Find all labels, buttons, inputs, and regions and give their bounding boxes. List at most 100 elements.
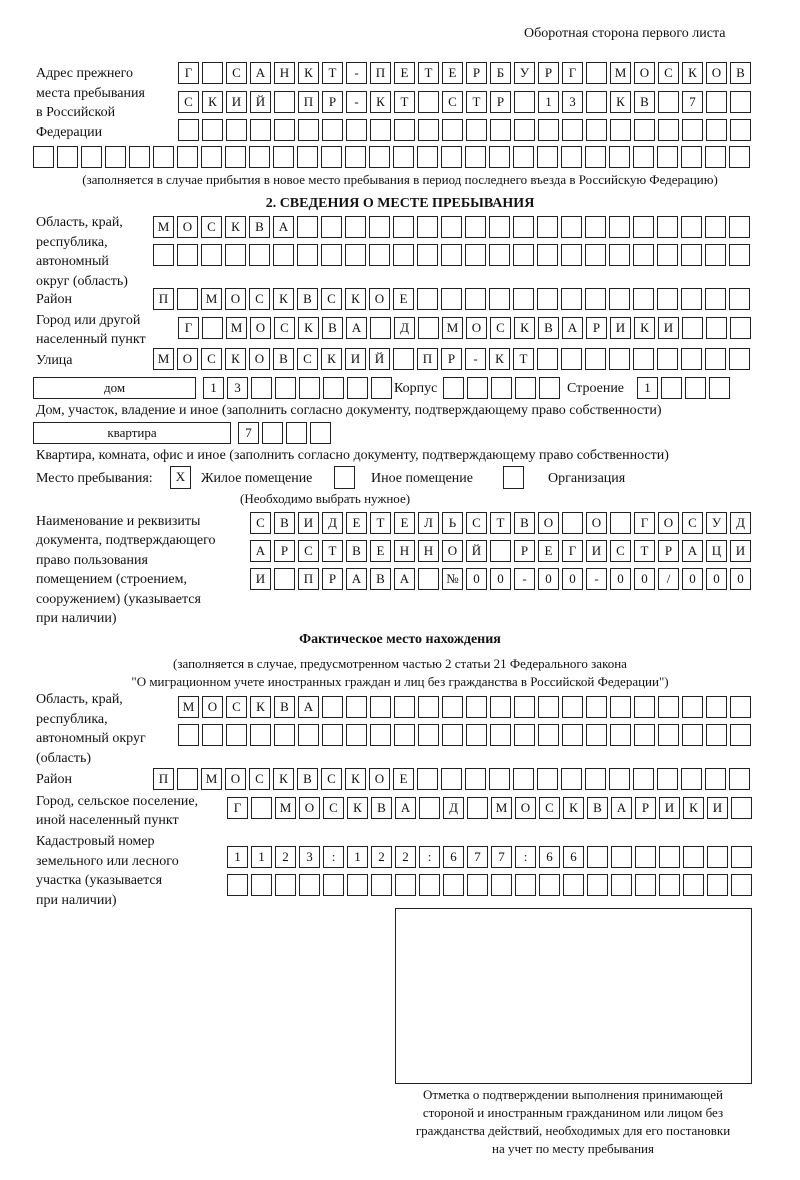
char-cell[interactable]: Т <box>634 540 655 562</box>
char-cell[interactable] <box>394 724 415 746</box>
char-cell[interactable] <box>513 216 534 238</box>
char-cell[interactable]: Т <box>370 512 391 534</box>
char-cell[interactable] <box>561 288 582 310</box>
char-cell[interactable] <box>585 244 606 266</box>
char-cell[interactable]: М <box>178 696 199 718</box>
char-cell[interactable] <box>586 724 607 746</box>
char-cell[interactable]: П <box>417 348 438 370</box>
char-cell[interactable] <box>419 874 440 896</box>
char-cell[interactable] <box>467 874 488 896</box>
char-cell[interactable] <box>225 146 246 168</box>
char-cell[interactable]: Р <box>322 568 343 590</box>
char-cell[interactable] <box>490 119 511 141</box>
char-cell[interactable]: А <box>682 540 703 562</box>
char-cell[interactable] <box>443 377 464 399</box>
char-cell[interactable] <box>321 244 342 266</box>
char-cell[interactable]: 1 <box>227 846 248 868</box>
char-cell[interactable] <box>585 216 606 238</box>
char-cell[interactable] <box>442 696 463 718</box>
char-cell[interactable] <box>538 696 559 718</box>
char-cell[interactable] <box>202 62 223 84</box>
char-cell[interactable] <box>202 317 223 339</box>
char-cell[interactable]: 3 <box>562 91 583 113</box>
char-cell[interactable] <box>490 696 511 718</box>
char-cell[interactable] <box>681 146 702 168</box>
char-cell[interactable] <box>706 91 727 113</box>
char-cell[interactable]: 6 <box>443 846 464 868</box>
char-cell[interactable] <box>610 724 631 746</box>
char-cell[interactable] <box>682 724 703 746</box>
char-cell[interactable]: Й <box>466 540 487 562</box>
char-cell[interactable] <box>418 119 439 141</box>
char-cell[interactable] <box>489 216 510 238</box>
char-cell[interactable]: И <box>298 512 319 534</box>
char-cell[interactable] <box>417 768 438 790</box>
char-cell[interactable] <box>418 91 439 113</box>
char-cell[interactable] <box>729 146 750 168</box>
char-cell[interactable] <box>683 846 704 868</box>
char-cell[interactable]: И <box>345 348 366 370</box>
char-cell[interactable] <box>609 768 630 790</box>
char-cell[interactable]: Б <box>490 62 511 84</box>
char-cell[interactable] <box>286 422 307 444</box>
char-cell[interactable]: П <box>153 768 174 790</box>
char-cell[interactable]: Т <box>490 512 511 534</box>
char-cell[interactable]: Т <box>466 91 487 113</box>
char-cell[interactable]: Т <box>513 348 534 370</box>
char-cell[interactable] <box>635 874 656 896</box>
char-cell[interactable] <box>513 768 534 790</box>
char-cell[interactable] <box>466 119 487 141</box>
char-cell[interactable] <box>441 216 462 238</box>
char-cell[interactable]: И <box>250 568 271 590</box>
char-cell[interactable]: Е <box>394 62 415 84</box>
char-cell[interactable]: 0 <box>610 568 631 590</box>
char-cell[interactable]: К <box>298 317 319 339</box>
char-cell[interactable]: Р <box>322 91 343 113</box>
char-cell[interactable] <box>537 768 558 790</box>
char-cell[interactable] <box>729 348 750 370</box>
char-cell[interactable] <box>249 244 270 266</box>
char-cell[interactable]: О <box>586 512 607 534</box>
char-cell[interactable] <box>633 768 654 790</box>
char-cell[interactable]: Е <box>442 62 463 84</box>
char-cell[interactable] <box>489 288 510 310</box>
char-cell[interactable] <box>562 512 583 534</box>
char-cell[interactable]: О <box>299 797 320 819</box>
char-cell[interactable] <box>489 146 510 168</box>
char-cell[interactable]: 6 <box>539 846 560 868</box>
char-cell[interactable] <box>634 696 655 718</box>
char-cell[interactable]: 6 <box>563 846 584 868</box>
char-cell[interactable]: О <box>225 768 246 790</box>
char-cell[interactable] <box>370 696 391 718</box>
char-cell[interactable]: 0 <box>538 568 559 590</box>
char-cell[interactable]: К <box>514 317 535 339</box>
char-cell[interactable] <box>706 696 727 718</box>
char-cell[interactable]: А <box>395 797 416 819</box>
char-cell[interactable] <box>153 146 174 168</box>
char-cell[interactable]: 2 <box>275 846 296 868</box>
char-cell[interactable]: В <box>371 797 392 819</box>
char-cell[interactable] <box>682 119 703 141</box>
char-cell[interactable] <box>418 696 439 718</box>
char-cell[interactable] <box>322 119 343 141</box>
char-cell[interactable] <box>466 696 487 718</box>
char-cell[interactable]: А <box>250 62 271 84</box>
char-cell[interactable]: М <box>226 317 247 339</box>
char-cell[interactable] <box>537 216 558 238</box>
char-cell[interactable]: Г <box>562 540 583 562</box>
char-cell[interactable]: - <box>346 91 367 113</box>
char-cell[interactable]: С <box>682 512 703 534</box>
char-cell[interactable]: И <box>226 91 247 113</box>
char-cell[interactable] <box>681 768 702 790</box>
char-cell[interactable] <box>562 696 583 718</box>
char-cell[interactable]: М <box>153 348 174 370</box>
char-cell[interactable]: В <box>322 317 343 339</box>
char-cell[interactable] <box>371 874 392 896</box>
char-cell[interactable] <box>442 119 463 141</box>
char-cell[interactable] <box>129 146 150 168</box>
char-cell[interactable] <box>585 146 606 168</box>
char-cell[interactable]: О <box>634 62 655 84</box>
char-cell[interactable]: Т <box>394 91 415 113</box>
char-cell[interactable] <box>489 768 510 790</box>
char-cell[interactable]: И <box>659 797 680 819</box>
